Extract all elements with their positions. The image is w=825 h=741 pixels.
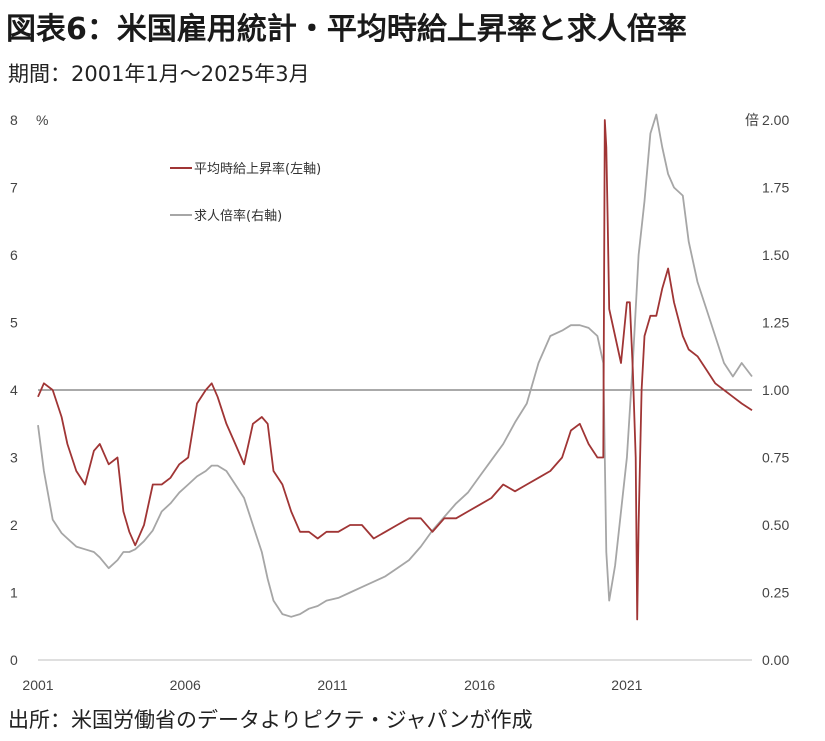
right-tick-label: 2.00 bbox=[762, 112, 789, 128]
right-tick-label: 1.50 bbox=[762, 247, 789, 263]
left-tick-label: 1 bbox=[10, 585, 18, 601]
x-tick-label: 2016 bbox=[464, 677, 495, 693]
series-line-job-openings-ratio bbox=[37, 113, 753, 618]
left-tick-label: 4 bbox=[10, 382, 18, 398]
right-tick-label: 1.25 bbox=[762, 315, 789, 331]
left-tick-label: 6 bbox=[10, 247, 18, 263]
left-tick-label: 5 bbox=[10, 315, 18, 331]
left-tick-label: 0 bbox=[10, 652, 18, 668]
x-tick-label: 2006 bbox=[170, 677, 201, 693]
period-subtitle: 期間：2001年1月～2025年3月 bbox=[8, 62, 310, 86]
left-axis-unit: % bbox=[36, 112, 48, 128]
right-axis-unit: 倍 bbox=[745, 112, 759, 128]
x-tick-label: 2021 bbox=[611, 677, 642, 693]
right-tick-label: 0.75 bbox=[762, 450, 789, 466]
series-line-wage-growth bbox=[37, 119, 753, 621]
right-tick-label: 1.00 bbox=[762, 382, 789, 398]
right-tick-label: 0.25 bbox=[762, 585, 789, 601]
left-tick-label: 8 bbox=[10, 112, 18, 128]
right-tick-label: 0.00 bbox=[762, 652, 789, 668]
legend-label: 求人倍率(右軸) bbox=[194, 208, 282, 224]
x-tick-label: 2011 bbox=[317, 677, 347, 693]
page-title: 図表6：米国雇用統計・平均時給上昇率と求人倍率 bbox=[6, 12, 687, 47]
left-tick-label: 7 bbox=[10, 180, 18, 196]
left-tick-label: 2 bbox=[10, 517, 18, 533]
right-tick-label: 0.50 bbox=[762, 517, 789, 533]
legend-label: 平均時給上昇率(左軸) bbox=[194, 161, 321, 177]
right-tick-label: 1.75 bbox=[762, 180, 789, 196]
x-tick-label: 2001 bbox=[22, 677, 53, 693]
left-tick-label: 3 bbox=[10, 450, 18, 466]
source-note: 出所：米国労働省のデータよりピクテ・ジャパンが作成 bbox=[8, 708, 533, 732]
